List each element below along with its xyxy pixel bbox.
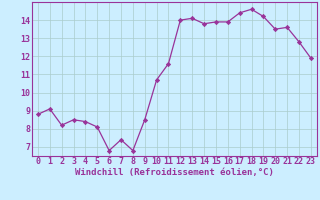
X-axis label: Windchill (Refroidissement éolien,°C): Windchill (Refroidissement éolien,°C) [75,168,274,177]
